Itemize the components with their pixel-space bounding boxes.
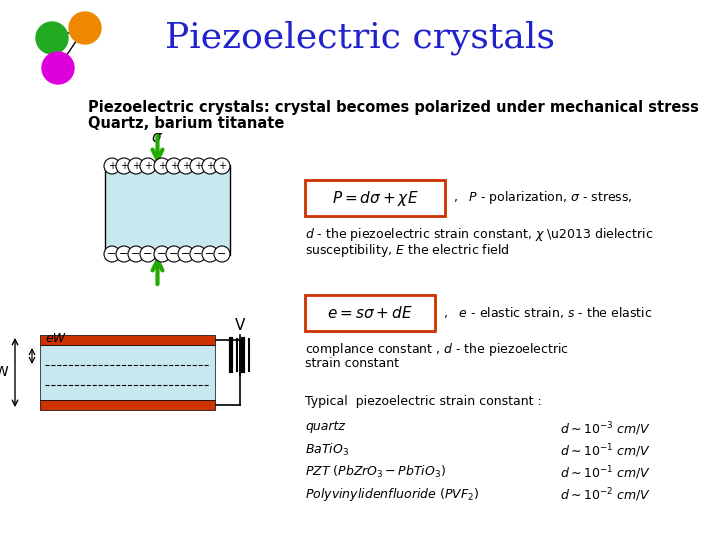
Circle shape	[202, 158, 218, 174]
Circle shape	[69, 12, 101, 44]
Text: −: −	[143, 249, 153, 259]
Circle shape	[166, 246, 182, 262]
Circle shape	[214, 246, 230, 262]
Text: $\sigma$: $\sigma$	[151, 131, 163, 145]
Text: +: +	[108, 161, 116, 171]
Text: +: +	[182, 161, 190, 171]
Bar	[305, 295, 435, 331]
Bar	[40, 335, 215, 345]
Circle shape	[36, 22, 68, 54]
Circle shape	[140, 246, 156, 262]
Circle shape	[178, 158, 194, 174]
Text: $BaTiO_3$: $BaTiO_3$	[305, 442, 349, 458]
Bar	[305, 180, 445, 216]
Circle shape	[214, 158, 230, 174]
Text: eW: eW	[45, 332, 65, 345]
Text: Piezoelectric crystals: crystal becomes polarized under mechanical stress: Piezoelectric crystals: crystal becomes …	[88, 100, 699, 115]
Circle shape	[42, 52, 74, 84]
Circle shape	[178, 246, 194, 262]
Text: −: −	[131, 249, 140, 259]
Bar	[40, 345, 215, 400]
Text: $PZT$ $(PbZrO_3 - PbTiO_3)$: $PZT$ $(PbZrO_3 - PbTiO_3)$	[305, 464, 446, 480]
Bar	[105, 165, 230, 255]
Text: −: −	[193, 249, 203, 259]
Text: $d \sim 10^{-1}$ $cm/V$: $d \sim 10^{-1}$ $cm/V$	[560, 442, 651, 460]
Circle shape	[202, 246, 218, 262]
Text: $Polyvinylidenfluoride$ $(PVF_2)$: $Polyvinylidenfluoride$ $(PVF_2)$	[305, 486, 480, 503]
Circle shape	[116, 246, 132, 262]
Text: +: +	[206, 161, 214, 171]
Text: +: +	[194, 161, 202, 171]
Circle shape	[128, 158, 144, 174]
Text: W: W	[0, 366, 8, 380]
Text: $d \sim 10^{-2}$ $cm/V$: $d \sim 10^{-2}$ $cm/V$	[560, 486, 651, 504]
Text: +: +	[132, 161, 140, 171]
Text: +: +	[218, 161, 226, 171]
Text: −: −	[157, 249, 167, 259]
Circle shape	[154, 158, 170, 174]
Text: susceptibility, $E$ the electric field: susceptibility, $E$ the electric field	[305, 242, 510, 259]
Text: $d \sim 10^{-3}$ $cm/V$: $d \sim 10^{-3}$ $cm/V$	[560, 420, 651, 437]
Text: quartz: quartz	[305, 420, 345, 433]
Text: +: +	[144, 161, 152, 171]
Circle shape	[154, 246, 170, 262]
Circle shape	[116, 158, 132, 174]
Text: +: +	[158, 161, 166, 171]
Text: $d \sim 10^{-1}$ $cm/V$: $d \sim 10^{-1}$ $cm/V$	[560, 464, 651, 482]
Text: −: −	[217, 249, 227, 259]
Text: +: +	[170, 161, 178, 171]
Text: −: −	[169, 249, 179, 259]
Text: +: +	[120, 161, 128, 171]
Text: −: −	[107, 249, 117, 259]
Text: ,   $e$ - elastic strain, $s$ - the elastic: , $e$ - elastic strain, $s$ - the elasti…	[443, 306, 652, 321]
Circle shape	[140, 158, 156, 174]
Circle shape	[190, 158, 206, 174]
Text: $d$ - the piezoelectric strain constant, $\chi$ \u2013 dielectric: $d$ - the piezoelectric strain constant,…	[305, 226, 653, 243]
Text: complance constant , $d$ - the piezoelectric: complance constant , $d$ - the piezoelec…	[305, 341, 569, 358]
Text: $P = d\sigma + \chi E$: $P = d\sigma + \chi E$	[332, 188, 418, 207]
Text: −: −	[205, 249, 215, 259]
Text: Piezoelectric crystals: Piezoelectric crystals	[165, 21, 555, 55]
Bar	[40, 400, 215, 410]
Text: ,   $P$ - polarization, $\sigma$ - stress,: , $P$ - polarization, $\sigma$ - stress,	[453, 190, 633, 206]
Circle shape	[190, 246, 206, 262]
Text: V: V	[235, 318, 246, 333]
Circle shape	[104, 246, 120, 262]
Text: $e = s\sigma + dE$: $e = s\sigma + dE$	[327, 305, 413, 321]
Text: Quartz, barium titanate: Quartz, barium titanate	[88, 116, 284, 131]
Text: −: −	[120, 249, 129, 259]
Circle shape	[104, 158, 120, 174]
Text: Typical  piezoelectric strain constant :: Typical piezoelectric strain constant :	[305, 395, 541, 408]
Text: strain constant: strain constant	[305, 357, 399, 370]
Circle shape	[166, 158, 182, 174]
Circle shape	[128, 246, 144, 262]
Text: −: −	[181, 249, 191, 259]
